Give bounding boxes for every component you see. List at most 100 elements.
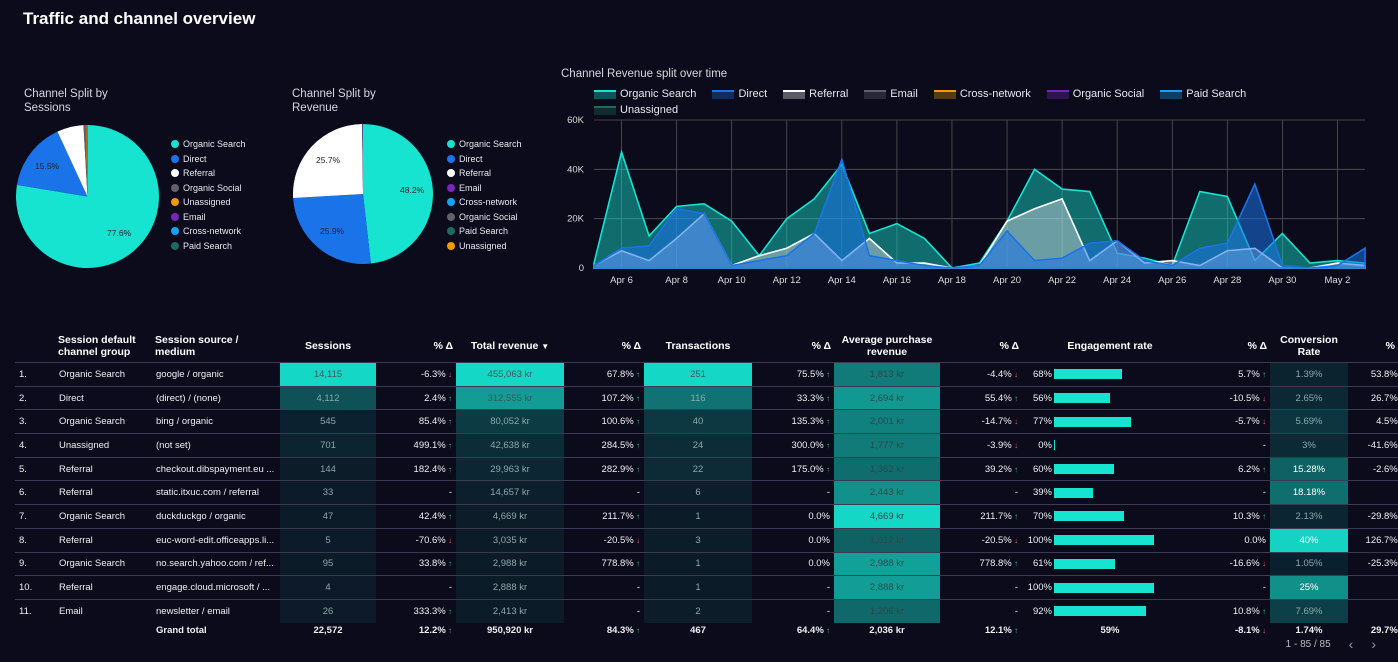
col-sessions[interactable]: Sessions (304, 340, 352, 352)
table-row[interactable]: 11. Email newsletter / email 26 333.3% ↑ 2,41… (15, 598, 1398, 623)
col-revenue[interactable]: Total revenue ▼ (456, 330, 564, 363)
legend-item-email[interactable]: Email (171, 210, 246, 225)
cell-sessions-delta: 499.1% ↑ (376, 433, 456, 458)
line-legend-label: Organic Social (1072, 88, 1145, 100)
table-row[interactable]: 6. Referral static.itxuc.com / referral 33 -… (15, 480, 1398, 505)
x-tick-label: Apr 10 (718, 275, 746, 286)
legend-item-direct[interactable]: Direct (171, 152, 246, 167)
legend-dot-icon (171, 227, 179, 236)
pie-chart-revenue[interactable]: 48.2% 25.9% 25.7% (292, 123, 434, 265)
col-revenue-delta[interactable]: % Δ (621, 340, 641, 352)
pie-slice-email[interactable] (86, 125, 88, 197)
area-series-direct[interactable] (593, 156, 1366, 269)
delta-value: - (826, 487, 830, 499)
cell-revenue: 2,988 kr (456, 551, 564, 576)
table-row[interactable]: 4. Unassigned (not set) 701 499.1% ↑ 42,638 k… (15, 433, 1398, 458)
engagement-bar (1054, 487, 1093, 498)
cell-channel: Organic Search (55, 409, 152, 434)
line-legend-item-organic-search[interactable]: Organic Search (594, 86, 696, 102)
pie-slice-referral[interactable] (57, 125, 88, 197)
col-conversion-rate[interactable]: Conversion Rate (1280, 334, 1338, 358)
col-engagement-rate[interactable]: Engagement rate (1067, 340, 1153, 352)
arrow-down-icon: ↓ (1259, 417, 1266, 427)
pie-chart-sessions[interactable]: 77.6% 15.5% (15, 124, 160, 269)
table-row[interactable]: 2. Direct (direct) / (none) 4,112 2.4% ↑ 312,… (15, 385, 1398, 410)
legend-item-unassigned[interactable]: Unassigned (171, 195, 246, 210)
col-source[interactable]: Session source / medium (155, 334, 239, 358)
sort-desc-icon[interactable]: ▼ (541, 342, 550, 351)
legend-item-referral[interactable]: Referral (447, 166, 522, 181)
legend-item-unassigned[interactable]: Unassigned (447, 239, 522, 254)
engagement-value: 0% (1038, 439, 1052, 451)
col-sessions-delta[interactable]: % Δ (433, 340, 453, 352)
arrow-up-icon: ↑ (445, 440, 452, 450)
col-apr-delta[interactable]: % Δ (999, 340, 1019, 352)
total-transactions-delta: 64.4% ↑ (752, 623, 834, 639)
legend-item-cross-network[interactable]: Cross-network (447, 195, 522, 210)
table-row[interactable]: 1. Organic Search google / organic 14,115 -6… (15, 362, 1398, 387)
table-row[interactable]: 3. Organic Search bing / organic 545 85.4% ↑… (15, 409, 1398, 434)
row-index: 5. (15, 456, 55, 481)
col-engagement-delta[interactable]: % Δ (1247, 340, 1267, 352)
pie-slice-direct[interactable] (293, 194, 371, 264)
cell-source: newsletter / email (152, 598, 280, 623)
cell-revenue-delta: - (564, 575, 644, 600)
table-row[interactable]: 8. Referral euc-word-edit.officeapps.li...… (15, 527, 1398, 552)
legend-item-organic-search[interactable]: Organic Search (447, 137, 522, 152)
cell-source: (not set) (152, 433, 280, 458)
prev-page-icon[interactable]: ‹ (1348, 636, 1354, 652)
delta-value: -6.3% (420, 368, 446, 380)
cell-revenue: 2,413 kr (456, 598, 564, 623)
line-legend-item-direct[interactable]: Direct (712, 86, 767, 102)
line-legend-item-email[interactable]: Email (864, 86, 918, 102)
legend-label: Cross-network (183, 226, 242, 237)
table-row[interactable]: 7. Organic Search duckduckgo / organic 47 42… (15, 504, 1398, 529)
pie-slice-organic-search[interactable] (16, 125, 159, 268)
col-conversion-delta[interactable]: % Δ (1385, 340, 1398, 352)
col-transactions[interactable]: Transactions (665, 340, 731, 352)
table-row[interactable]: 10. Referral engage.cloud.microsoft / ... 4… (15, 575, 1398, 600)
cell-engagement-delta: -16.6% ↓ (1198, 551, 1270, 576)
total-sessions: 22,572 (280, 623, 376, 639)
pagination: 1 - 85 / 85 ‹ › (1286, 636, 1376, 652)
legend-item-organic-social[interactable]: Organic Social (171, 181, 246, 196)
delta-value: -29.8% (1367, 510, 1398, 522)
line-legend-item-organic-social[interactable]: Organic Social (1046, 86, 1145, 102)
col-avg-purchase-revenue[interactable]: Average purchase revenue (841, 334, 933, 358)
area-chart-revenue-over-time[interactable]: 0 20K 40K 60K Apr 6 Apr 8 Apr 10 Apr 12 Apr 14 Ap… (555, 112, 1375, 292)
legend-dot-icon (447, 241, 455, 250)
pie-slice-email[interactable] (362, 124, 363, 194)
cell-sessions-delta: -6.3% ↓ (376, 362, 456, 387)
next-page-icon[interactable]: › (1371, 636, 1376, 652)
col-transactions-delta[interactable]: % Δ (811, 340, 831, 352)
x-tick-label: Apr 20 (993, 275, 1021, 286)
pie-slice-unassigned[interactable] (85, 125, 88, 197)
line-legend-item-cross-network[interactable]: Cross-network (933, 86, 1031, 102)
line-legend-item-referral[interactable]: Referral (783, 86, 848, 102)
legend-swatch-icon (594, 105, 616, 115)
legend-item-paid-search[interactable]: Paid Search (447, 224, 522, 239)
line-legend-item-unassigned[interactable]: Unassigned (594, 102, 678, 118)
pie-slice-referral[interactable] (293, 124, 363, 198)
table-row[interactable]: 9. Organic Search no.search.yahoo.com / re… (15, 551, 1398, 576)
cell-channel: Direct (55, 385, 152, 410)
legend-item-cross-network[interactable]: Cross-network (171, 224, 246, 239)
cell-revenue: 312,555 kr (456, 385, 564, 410)
legend-item-organic-search[interactable]: Organic Search (171, 137, 246, 152)
table-row[interactable]: 5. Referral checkout.dibspayment.eu ... 144… (15, 456, 1398, 481)
col-channel[interactable]: Session default channel group (58, 334, 136, 358)
pie-slice-organic-search[interactable] (363, 124, 434, 264)
delta-value: 135.3% (791, 416, 824, 428)
cell-channel: Email (55, 598, 152, 623)
line-legend-item-paid-search[interactable]: Paid Search (1160, 86, 1246, 102)
legend-item-paid-search[interactable]: Paid Search (171, 239, 246, 254)
arrow-up-icon: ↑ (445, 417, 452, 427)
legend-item-email[interactable]: Email (447, 181, 522, 196)
pie-slice-direct[interactable] (16, 131, 88, 197)
col-revenue-label: Total revenue (470, 340, 539, 352)
legend-item-organic-social[interactable]: Organic Social (447, 210, 522, 225)
legend-item-direct[interactable]: Direct (447, 152, 522, 167)
pie-slice-organic-social[interactable] (83, 125, 88, 197)
legend-item-referral[interactable]: Referral (171, 166, 246, 181)
legend-label: Paid Search (459, 226, 509, 237)
